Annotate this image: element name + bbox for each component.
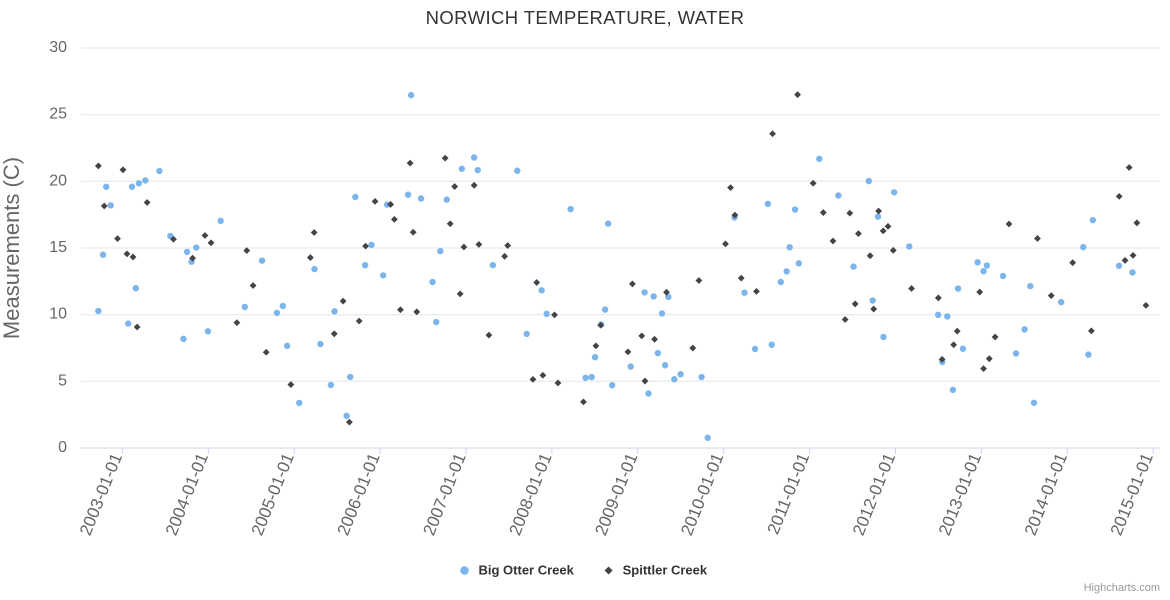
svg-text:2008-01-01: 2008-01-01 — [505, 450, 555, 538]
svg-text:2007-01-01: 2007-01-01 — [420, 450, 470, 538]
svg-text:2006-01-01: 2006-01-01 — [334, 450, 384, 538]
svg-text:2009-01-01: 2009-01-01 — [591, 450, 641, 538]
svg-text:15: 15 — [49, 239, 67, 256]
svg-text:2011-01-01: 2011-01-01 — [764, 450, 814, 537]
svg-text:2014-01-01: 2014-01-01 — [1021, 450, 1071, 538]
svg-text:Measurements (C): Measurements (C) — [0, 157, 24, 339]
svg-text:0: 0 — [58, 439, 67, 456]
svg-text:2003-01-01: 2003-01-01 — [76, 450, 126, 538]
svg-text:Spittler Creek: Spittler Creek — [623, 563, 708, 578]
svg-text:2005-01-01: 2005-01-01 — [248, 450, 298, 538]
svg-text:2010-01-01: 2010-01-01 — [677, 450, 727, 538]
svg-text:5: 5 — [58, 372, 67, 389]
svg-text:Big Otter Creek: Big Otter Creek — [479, 563, 575, 578]
svg-text:20: 20 — [49, 172, 67, 189]
svg-text:30: 30 — [49, 39, 67, 56]
svg-text:10: 10 — [49, 306, 67, 323]
svg-text:2015-01-01: 2015-01-01 — [1107, 450, 1157, 538]
svg-text:25: 25 — [49, 106, 67, 123]
svg-text:2004-01-01: 2004-01-01 — [162, 450, 212, 538]
svg-text:2012-01-01: 2012-01-01 — [849, 450, 899, 538]
svg-text:2013-01-01: 2013-01-01 — [935, 450, 985, 538]
